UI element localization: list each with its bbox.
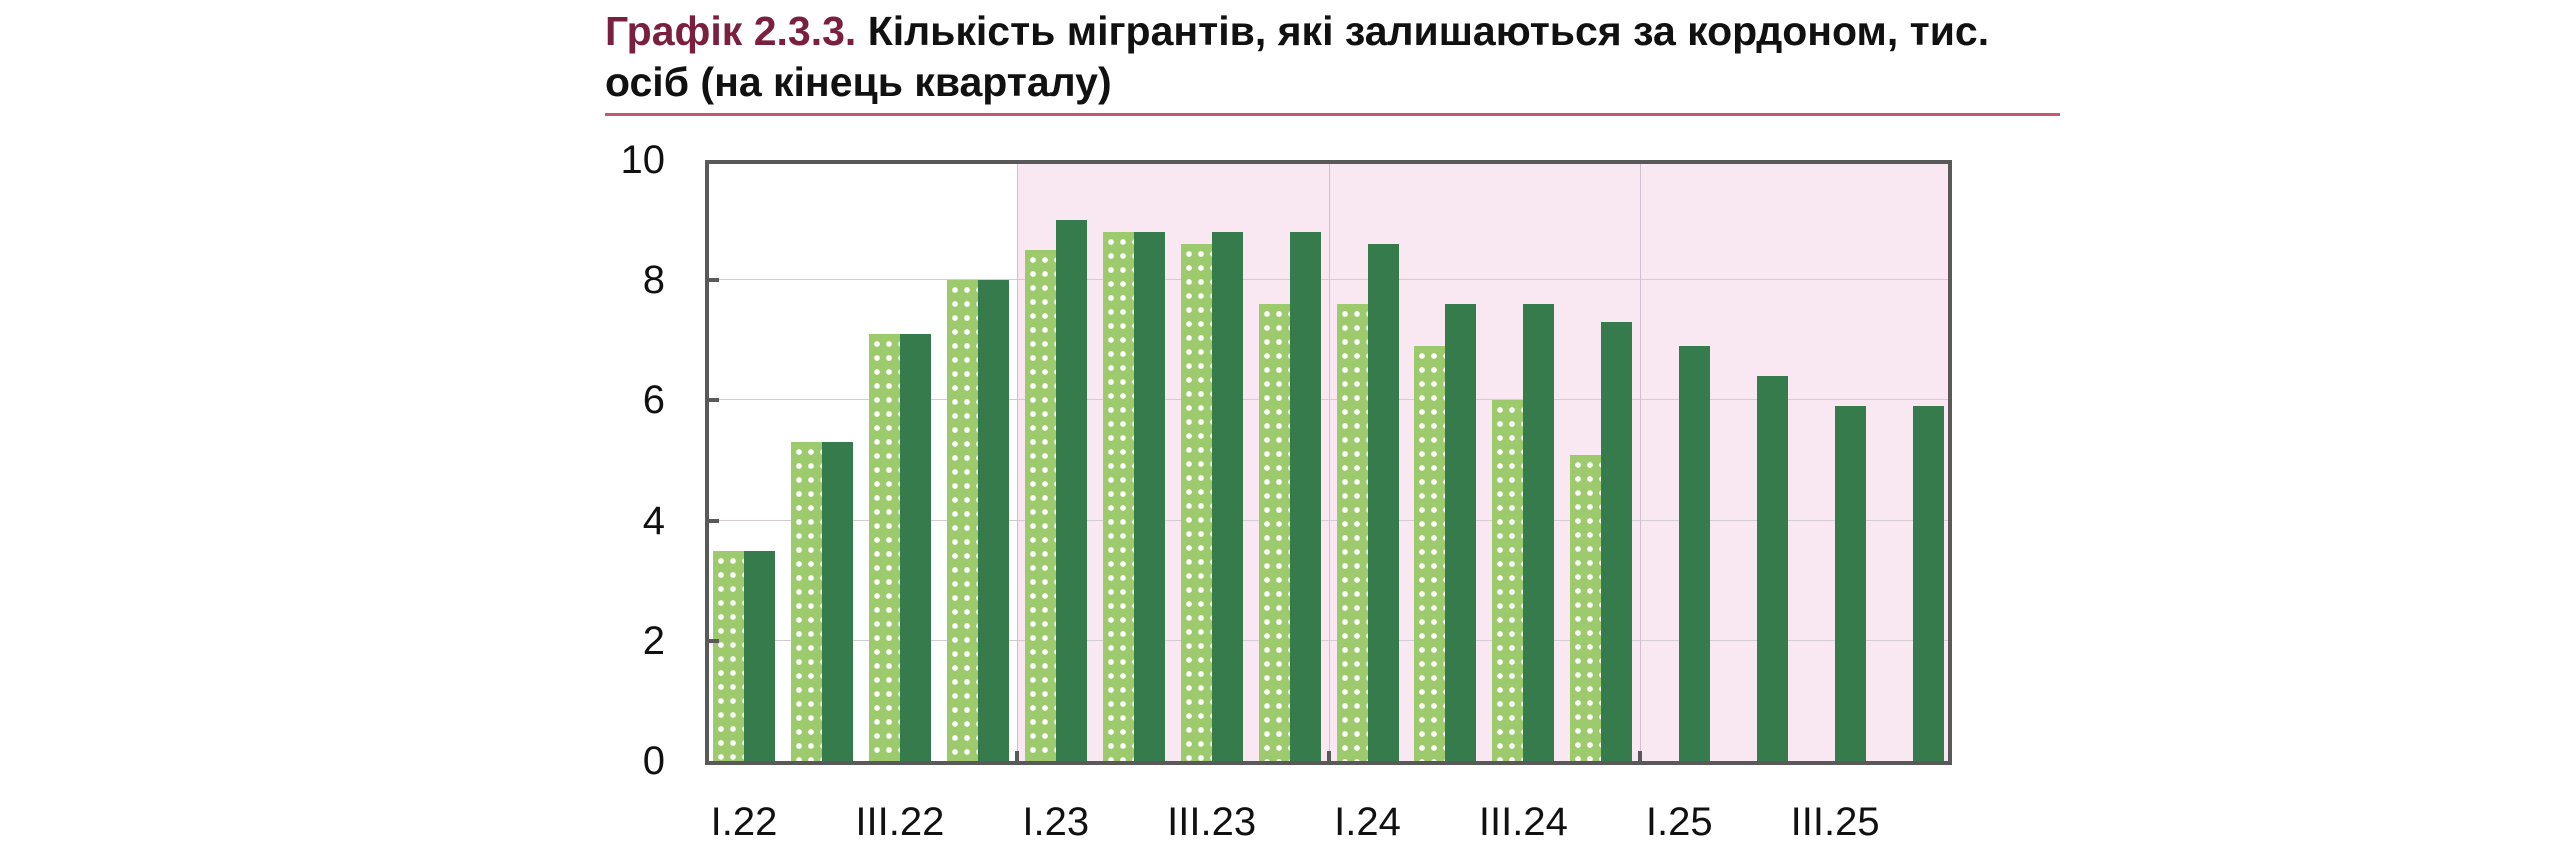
x-tick-label: I.23 <box>1022 800 1090 844</box>
bar-series1 <box>713 550 744 761</box>
bar-series2 <box>1445 304 1477 761</box>
bar-series1 <box>1180 244 1212 761</box>
x-tick-label: I.22 <box>710 800 778 844</box>
bar-series1 <box>1492 400 1524 761</box>
y-tick-label: 0 <box>642 739 665 783</box>
bar-series1 <box>1258 304 1290 761</box>
y-tick <box>705 638 719 643</box>
bar-series2 <box>744 550 775 761</box>
plot-frame <box>705 160 1952 765</box>
bar-series2 <box>1055 220 1087 761</box>
bar-series1 <box>1570 454 1602 761</box>
bar-series1 <box>1024 250 1056 761</box>
bar-series2 <box>1523 304 1555 761</box>
x-tick <box>1326 751 1331 765</box>
bar-series1 <box>1336 304 1368 761</box>
y-tick <box>705 398 719 403</box>
y-tick-label: 8 <box>642 258 665 303</box>
bar-series2 <box>1289 232 1321 761</box>
y-tick-label: 10 <box>620 138 666 182</box>
y-tick <box>705 518 719 523</box>
year-divider <box>1016 160 1018 765</box>
x-tick-label: I.24 <box>1334 800 1401 844</box>
x-tick <box>1638 751 1643 765</box>
x-tick-label: I.25 <box>1645 800 1713 844</box>
forecast-shade <box>1016 160 1952 765</box>
bar-series1 <box>1102 232 1134 761</box>
y-tick-label: 6 <box>642 378 665 423</box>
chart-title-text: Кількість мігрантів, які залишаються за … <box>605 8 1990 105</box>
x-tick-label: III.23 <box>1167 800 1257 844</box>
title-rule <box>605 113 2060 116</box>
year-divider <box>1328 160 1330 765</box>
x-tick <box>1014 751 1019 765</box>
bar-series2 <box>899 334 931 761</box>
x-tick-label: III.22 <box>855 800 945 844</box>
x-tick-label: III.25 <box>1790 800 1880 844</box>
y-tick-label: 2 <box>642 618 665 663</box>
bar-series2 <box>1835 406 1867 761</box>
bar-series1 <box>868 334 900 761</box>
bar-series1 <box>790 442 822 761</box>
x-tick-label: III.24 <box>1478 800 1568 844</box>
bar-series2 <box>1601 322 1633 761</box>
bar-series1 <box>946 280 978 761</box>
bar-series2 <box>1211 232 1243 761</box>
chart-number: Графік 2.3.3. <box>605 8 857 54</box>
chart-title: Графік 2.3.3. Кількість мігрантів, які з… <box>605 6 2065 108</box>
bar-series2 <box>1133 232 1165 761</box>
bar-series2 <box>1757 376 1789 761</box>
y-tick <box>705 278 719 283</box>
y-tick-label: 4 <box>642 498 665 543</box>
year-divider <box>1640 160 1642 765</box>
bar-series2 <box>821 442 853 761</box>
bar-series2 <box>977 280 1009 761</box>
bar-series2 <box>1367 244 1399 761</box>
bar-series2 <box>1679 346 1711 761</box>
bar-series1 <box>1414 346 1446 761</box>
plot-area <box>705 160 1952 765</box>
bar-series2 <box>1913 406 1945 761</box>
